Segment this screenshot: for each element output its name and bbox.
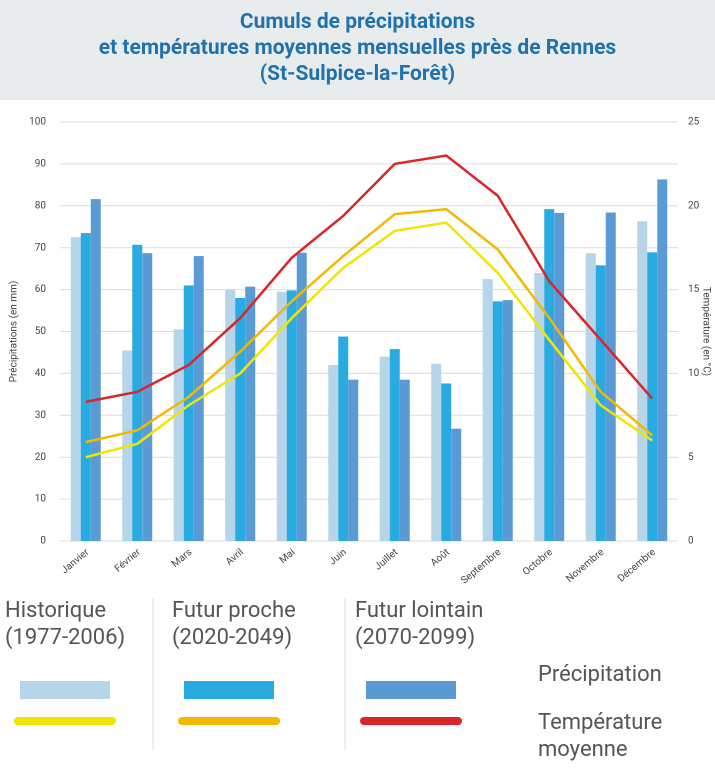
y-tick-label: 30 (35, 410, 47, 421)
bar (441, 383, 452, 541)
x-tick-label: Octobre (521, 547, 555, 578)
bar (534, 272, 545, 541)
legend-period: Futur lointain (2070-2099) (355, 598, 484, 650)
x-tick-label: Mai (278, 547, 298, 566)
bar (142, 253, 153, 541)
chart-title: (St-Sulpice-la-Forêt) (259, 62, 456, 86)
chart-title: Cumuls de précipitations (239, 10, 476, 34)
bar (554, 212, 565, 541)
y2-tick-label: 15 (688, 284, 700, 295)
legend-swatch (20, 681, 110, 699)
bar (276, 291, 287, 541)
bar (183, 285, 194, 541)
legend-period: Historique (1977-2006) (5, 598, 126, 650)
bar (482, 279, 493, 541)
bar (70, 237, 81, 541)
y2-tick-label: 5 (688, 452, 694, 463)
bar (90, 199, 101, 541)
x-tick-label: Février (113, 547, 144, 575)
bar (431, 363, 442, 541)
bar (637, 221, 648, 542)
chart-title: et températures moyennes mensuelles près… (98, 36, 617, 60)
bar (296, 252, 307, 541)
bar (389, 349, 400, 541)
temperature-line (85, 154, 654, 404)
bar (657, 179, 668, 541)
bar (595, 265, 606, 541)
temperature-line (85, 221, 653, 459)
bar (225, 289, 236, 541)
legend-row: Température moyenne (538, 710, 663, 762)
bar (245, 286, 256, 541)
bar (173, 329, 184, 541)
y-tick-label: 50 (35, 326, 47, 337)
bar (348, 379, 359, 541)
x-tick-label: Mars (170, 547, 194, 570)
legend-row: Précipitation (538, 662, 662, 687)
y-tick-label: 80 (35, 200, 47, 211)
bar (502, 300, 513, 541)
y-tick-label: 20 (35, 452, 47, 463)
bar (286, 290, 297, 541)
x-tick-label: Juin (327, 547, 349, 568)
y-tick-label: 90 (35, 159, 47, 170)
bar (544, 209, 555, 542)
x-tick-label: Août (429, 547, 452, 569)
bar (80, 233, 91, 541)
x-tick-label: Décembre (616, 547, 658, 585)
bar (492, 301, 503, 541)
x-tick-label: Juillet (373, 547, 401, 573)
y2-tick-label: 20 (688, 200, 700, 211)
bar (379, 356, 390, 541)
x-tick-label: Septembre (459, 547, 503, 587)
y-tick-label: 100 (29, 117, 46, 128)
bar (451, 428, 462, 541)
y-axis-title: Précipitations (en mm) (8, 281, 20, 383)
y2-tick-label: 0 (688, 536, 694, 547)
x-tick-label: Novembre (564, 547, 606, 585)
y2-tick-label: 25 (688, 117, 700, 128)
legend-swatch (184, 681, 274, 699)
bar (399, 379, 410, 541)
bar (585, 253, 596, 541)
y-tick-label: 0 (40, 536, 46, 547)
title-band: Cumuls de précipitations et températures … (0, 0, 715, 100)
x-tick-label: Janvier (59, 547, 91, 577)
y-tick-label: 40 (35, 368, 47, 379)
y-tick-label: 70 (35, 242, 47, 253)
x-tick-label: Avril (224, 547, 246, 568)
bar (605, 212, 616, 541)
legend-swatch (366, 681, 456, 699)
y2-tick-label: 10 (688, 368, 700, 379)
y-tick-label: 60 (35, 284, 47, 295)
temperature-line (85, 207, 654, 444)
legend-period: Futur proche (2020-2049) (172, 598, 296, 650)
bar (338, 336, 349, 541)
bar (235, 297, 246, 541)
y2-axis-title: Température (en °C) (700, 287, 712, 376)
y-tick-label: 10 (35, 494, 47, 505)
bar (328, 365, 339, 541)
